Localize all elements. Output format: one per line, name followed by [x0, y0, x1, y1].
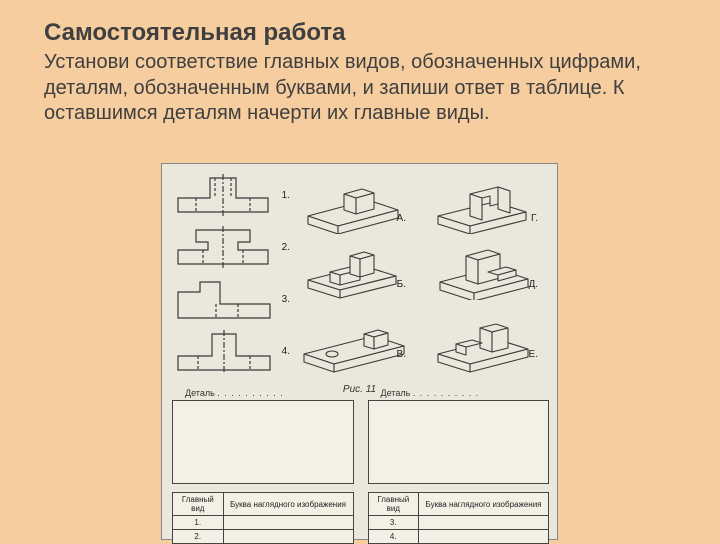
view-label-3: 3.: [282, 294, 290, 305]
drawings-area: 1. 2.: [162, 164, 557, 386]
detail-label-left: Деталь . . . . . . . . . .: [185, 388, 284, 398]
answer-table-right: Главный вид Буква наглядного изображения…: [368, 492, 550, 544]
row-1-ans: [223, 516, 353, 530]
th-main-view-r: Главный вид: [368, 493, 419, 516]
row-3-num: 3.: [368, 516, 419, 530]
page-title: Самостоятельная работа: [44, 18, 680, 48]
iso-label-B: Б.: [397, 279, 406, 290]
row-3-ans: [419, 516, 549, 530]
iso-E: Е.: [426, 308, 544, 358]
detail-box-right: Деталь . . . . . . . . . .: [368, 400, 550, 484]
detail-boxes: Деталь . . . . . . . . . . Деталь . . . …: [172, 400, 549, 484]
iso-D: Д.: [426, 238, 544, 288]
view-label-4: 4.: [282, 346, 290, 357]
iso-V: В.: [294, 308, 412, 358]
row-2-ans: [223, 530, 353, 544]
figure-panel: 1. 2.: [161, 163, 558, 540]
front-view-4: 4.: [168, 328, 288, 378]
iso-B: Б.: [294, 238, 412, 288]
iso-label-V: В.: [397, 349, 406, 360]
iso-column-2: Г. Д.: [426, 168, 550, 378]
front-view-1: 1.: [168, 172, 288, 222]
text-block: Самостоятельная работа Установи соответс…: [0, 0, 720, 127]
iso-label-E: Е.: [529, 349, 538, 360]
iso-label-A: А.: [397, 213, 406, 224]
iso-A: А.: [294, 172, 412, 222]
answer-tables: Главный вид Буква наглядного изображения…: [172, 492, 549, 534]
detail-box-left: Деталь . . . . . . . . . .: [172, 400, 354, 484]
th-main-view: Главный вид: [173, 493, 224, 516]
row-1-num: 1.: [173, 516, 224, 530]
row-2-num: 2.: [173, 530, 224, 544]
th-letter-r: Буква наглядного изображения: [419, 493, 549, 516]
front-view-3: 3.: [168, 276, 288, 326]
iso-label-G: Г.: [531, 213, 538, 224]
front-view-2: 2.: [168, 224, 288, 274]
view-label-1: 1.: [282, 190, 290, 201]
answer-table-left: Главный вид Буква наглядного изображения…: [172, 492, 354, 544]
iso-G: Г.: [426, 172, 544, 222]
iso-label-D: Д.: [528, 279, 538, 290]
instructions-paragraph: Установи соответствие главных видов, обо…: [44, 50, 680, 127]
row-4-ans: [419, 530, 549, 544]
row-4-num: 4.: [368, 530, 419, 544]
numbered-views-column: 1. 2.: [162, 170, 288, 378]
view-label-2: 2.: [282, 242, 290, 253]
th-letter: Буква наглядного изображения: [223, 493, 353, 516]
iso-column-1: А.: [294, 168, 418, 378]
detail-label-right: Деталь . . . . . . . . . .: [381, 388, 480, 398]
